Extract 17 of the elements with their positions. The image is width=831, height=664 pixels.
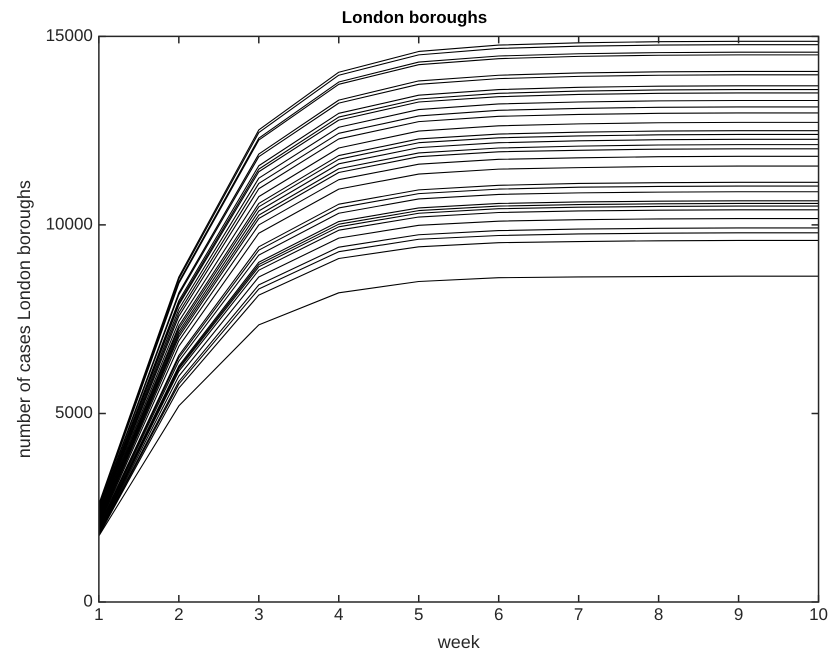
y-tick-label: 5000: [55, 403, 93, 422]
y-tick-label: 10000: [46, 214, 93, 234]
x-axis-title: week: [436, 632, 481, 652]
y-axis-title: number of cases London boroughs: [14, 180, 34, 458]
x-tick-label: 3: [254, 604, 264, 624]
x-tick-label: 7: [574, 604, 584, 624]
x-tick-label: 2: [174, 604, 184, 624]
chart-title: London boroughs: [342, 8, 488, 27]
x-tick-label: 10: [809, 604, 828, 624]
y-tick-label: 0: [83, 592, 93, 611]
x-tick-label: 5: [414, 604, 424, 624]
y-tick-label: 15000: [46, 26, 93, 46]
x-tick-label: 6: [494, 604, 504, 624]
x-tick-label: 4: [334, 604, 344, 624]
x-tick-label: 8: [654, 604, 664, 624]
x-tick-label: 9: [734, 604, 744, 624]
x-tick-label: 1: [94, 604, 104, 624]
